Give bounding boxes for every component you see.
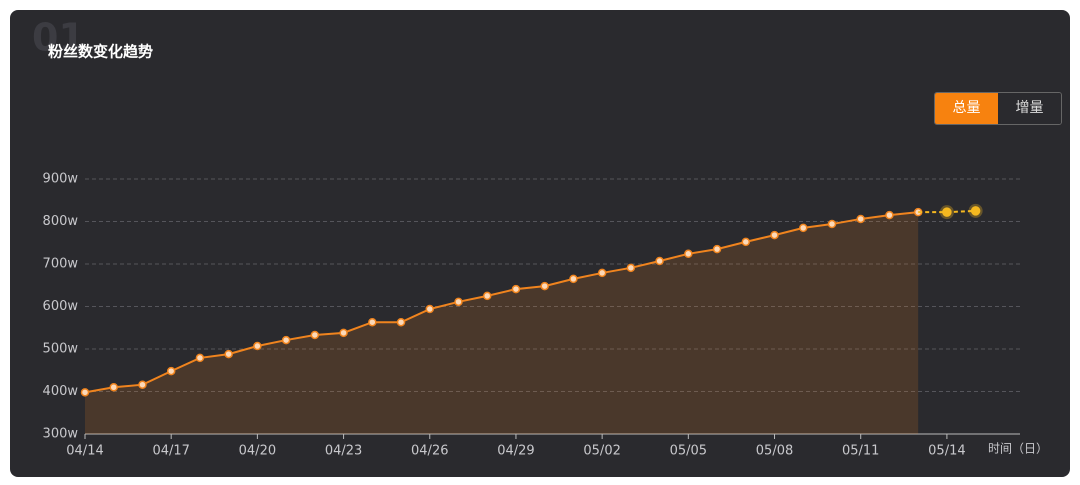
point xyxy=(827,219,837,229)
line xyxy=(946,209,976,214)
x-tick-label: 05/14 xyxy=(928,444,965,459)
chart-title: 粉丝数变化趋势 xyxy=(48,43,153,61)
badge: 01 xyxy=(32,16,85,60)
point xyxy=(454,297,463,307)
point xyxy=(712,244,722,254)
x-tick-label: 05/02 xyxy=(583,444,620,459)
panel xyxy=(10,10,1070,477)
point xyxy=(310,330,320,340)
point xyxy=(942,207,952,217)
point xyxy=(885,210,894,220)
x-tick-label: 04/14 xyxy=(66,444,103,459)
point xyxy=(80,388,90,397)
toggle-total[interactable]: 总量 xyxy=(935,93,998,124)
point xyxy=(253,341,262,351)
y-tick-label: 600w xyxy=(43,299,79,314)
point xyxy=(540,281,549,291)
y-tick-label: 800w xyxy=(43,214,79,229)
point xyxy=(970,206,981,216)
x-tick-label: 04/20 xyxy=(239,444,276,459)
y-tick-label: 700w xyxy=(43,257,79,272)
x-tick-label: 05/05 xyxy=(670,444,707,459)
point xyxy=(799,223,808,233)
x-tick-label: 04/26 xyxy=(411,444,448,459)
x-tick-label: 04/29 xyxy=(497,444,534,459)
point xyxy=(626,263,636,273)
point xyxy=(856,214,865,224)
area xyxy=(85,212,919,434)
x-tick-label: 05/08 xyxy=(756,444,793,459)
line xyxy=(84,211,919,394)
point xyxy=(770,230,779,240)
point xyxy=(195,353,205,363)
point xyxy=(339,328,348,338)
point xyxy=(138,380,147,389)
point xyxy=(655,256,664,266)
x-tick-label: 04/23 xyxy=(325,444,362,459)
point xyxy=(684,249,693,259)
x-axis-label: 时间（日） xyxy=(988,442,1048,456)
point xyxy=(166,366,176,376)
point xyxy=(368,317,377,327)
point xyxy=(597,268,607,278)
point xyxy=(482,291,492,301)
y-tick-label: 900w xyxy=(43,172,79,187)
point xyxy=(425,304,435,314)
point xyxy=(109,383,118,392)
point xyxy=(511,284,521,294)
point xyxy=(224,349,233,359)
point xyxy=(281,335,291,345)
x-tick-label: 04/17 xyxy=(152,444,189,459)
toggle-group: 总量 增量 xyxy=(934,92,1062,125)
point xyxy=(741,237,751,247)
y-tick-label: 500w xyxy=(43,342,79,357)
y-tick-label: 300w xyxy=(43,427,79,442)
toggle-increase[interactable]: 增量 xyxy=(998,93,1061,124)
point xyxy=(569,274,578,284)
point xyxy=(396,317,406,327)
y-tick-label: 400w xyxy=(43,384,79,399)
x-tick-label: 05/11 xyxy=(842,444,879,459)
